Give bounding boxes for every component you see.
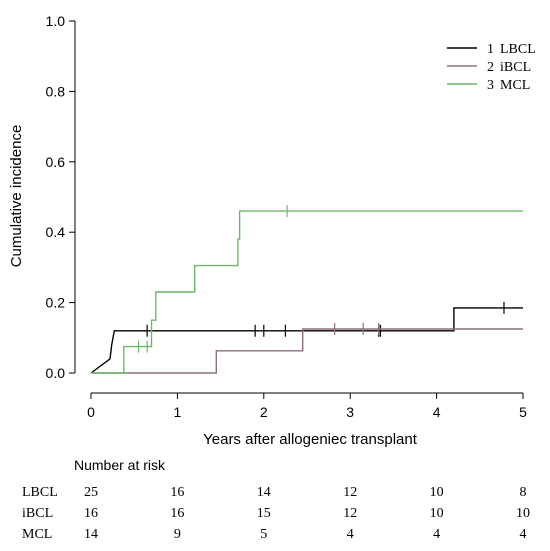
series-line-ibcl [91, 328, 523, 374]
y-tick-label: 0.6 [46, 154, 66, 170]
risk-cell: 4 [433, 527, 440, 542]
risk-cell: 14 [84, 527, 98, 542]
y-tick-label: 0.2 [46, 295, 66, 311]
legend-number: 3 [487, 78, 494, 93]
legend-label: iBCL [500, 60, 531, 75]
y-tick-label: 0.8 [46, 83, 66, 99]
y-tick-label: 0.0 [46, 365, 66, 381]
y-tick-label: 1.0 [46, 13, 66, 29]
risk-cell: 5 [260, 527, 267, 542]
risk-cell: 16 [170, 506, 184, 521]
risk-row-label: iBCL [22, 506, 53, 521]
x-tick-label: 1 [174, 404, 182, 420]
legend-number: 2 [487, 60, 494, 75]
y-tick-label: 0.4 [46, 224, 66, 240]
risk-table-title: Number at risk [74, 457, 166, 473]
risk-cell: 12 [343, 506, 357, 521]
risk-table: LBCL 25 16 14 12 10 8 iBCL 16 16 15 12 10 10 MCL 14 9 5 4 4… [22, 485, 530, 542]
legend-number: 1 [487, 42, 494, 57]
risk-cell: 25 [84, 485, 98, 500]
risk-cell: 12 [343, 485, 357, 500]
risk-cell: 10 [516, 506, 530, 521]
risk-cell: 4 [520, 527, 527, 542]
legend-label: LBCL [500, 42, 536, 57]
series-line-lbcl [90, 307, 523, 374]
risk-cell: 16 [84, 506, 98, 521]
legend: 1 LBCL 2 iBCL 3 MCL [447, 42, 536, 93]
risk-cell: 4 [347, 527, 354, 542]
x-tick-label: 2 [260, 404, 268, 420]
series-layer [90, 205, 523, 374]
x-tick-label: 3 [346, 404, 354, 420]
risk-cell: 10 [430, 506, 444, 521]
risk-cell: 10 [430, 485, 444, 500]
risk-cell: 16 [170, 485, 184, 500]
x-tick-label: 5 [519, 404, 527, 420]
x-tick-label: 0 [87, 404, 95, 420]
risk-cell: 14 [257, 485, 271, 500]
x-axis-label: Years after allogeniec transplant [203, 431, 418, 448]
y-axis-label: Cumulative incidence [8, 125, 25, 268]
series-line-mcl [91, 210, 523, 374]
legend-label: MCL [500, 78, 530, 93]
risk-cell: 15 [257, 506, 271, 521]
x-tick-label: 4 [433, 404, 441, 420]
risk-row-label: MCL [22, 527, 52, 542]
risk-cell: 8 [520, 485, 527, 500]
axes: 0.0 0.2 0.4 0.6 0.8 1.0 0 1 2 3 4 5 [46, 13, 528, 420]
risk-row-label: LBCL [22, 485, 58, 500]
risk-cell: 9 [174, 527, 181, 542]
